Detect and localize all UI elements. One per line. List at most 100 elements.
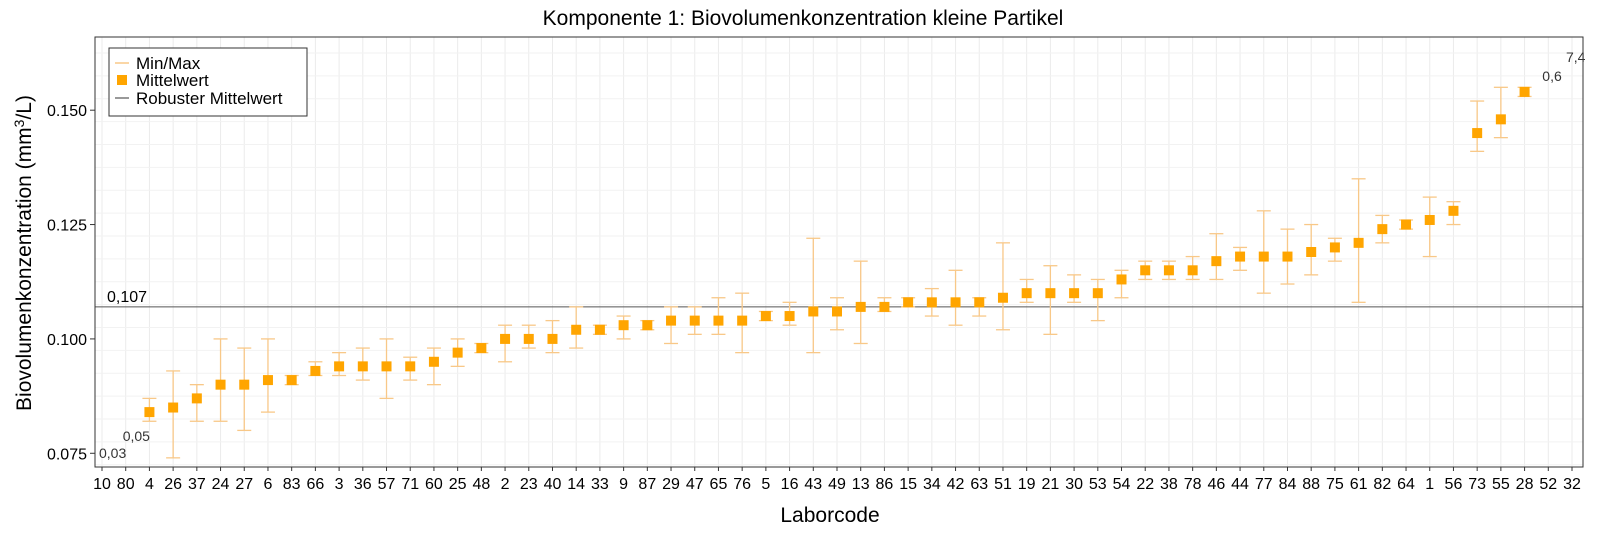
- mean-marker: [903, 297, 914, 308]
- mean-marker: [405, 361, 416, 372]
- mean-marker: [1187, 265, 1198, 276]
- x-tick-label: 71: [401, 476, 419, 493]
- x-tick-label: 49: [828, 476, 846, 493]
- x-tick-label: 4: [145, 476, 154, 493]
- mean-marker: [1329, 242, 1340, 253]
- x-tick-label: 34: [923, 476, 941, 493]
- reference-line-label: 0,107: [107, 289, 147, 306]
- mean-marker: [357, 361, 368, 372]
- mean-marker: [1258, 251, 1269, 262]
- mean-marker: [310, 365, 321, 376]
- mean-marker: [1519, 86, 1530, 97]
- x-tick-label: 60: [425, 476, 443, 493]
- mean-marker: [1140, 265, 1151, 276]
- x-tick-label: 83: [283, 476, 301, 493]
- x-tick-label: 61: [1350, 476, 1368, 493]
- legend-label: Mittelwert: [136, 71, 209, 90]
- mean-marker: [547, 333, 558, 344]
- offscale-label: 0,03: [99, 445, 126, 461]
- mean-marker: [1353, 237, 1364, 248]
- mean-marker: [997, 292, 1008, 303]
- y-axis-title-base: Biovolumenkonzentration (mm: [13, 127, 36, 411]
- x-tick-label: 16: [781, 476, 799, 493]
- mean-marker: [950, 297, 961, 308]
- mean-marker: [1472, 128, 1483, 139]
- mean-marker: [832, 306, 842, 317]
- mean-marker: [974, 297, 985, 308]
- x-tick-label: 87: [638, 476, 656, 493]
- mean-marker: [1211, 256, 1222, 267]
- mean-marker: [1282, 251, 1293, 262]
- x-tick-label: 51: [994, 476, 1012, 493]
- x-tick-label: 82: [1373, 476, 1391, 493]
- mean-marker: [760, 311, 771, 322]
- x-tick-label: 54: [1113, 476, 1131, 493]
- mean-marker: [1163, 265, 1174, 276]
- mean-marker: [926, 297, 937, 308]
- chart-title: Komponente 1: Biovolumenkonzentration kl…: [543, 7, 1064, 30]
- x-axis-title: Laborcode: [780, 504, 879, 527]
- mean-marker: [262, 375, 273, 386]
- x-tick-label: 24: [212, 476, 230, 493]
- x-tick-label: 1: [1425, 476, 1434, 493]
- x-tick-label: 37: [188, 476, 206, 493]
- x-tick-label: 25: [449, 476, 467, 493]
- legend-key-marker: [117, 75, 127, 85]
- mean-marker: [381, 361, 392, 372]
- x-tick-label: 26: [164, 476, 182, 493]
- x-tick-label: 48: [472, 476, 490, 493]
- mean-marker: [1235, 251, 1246, 262]
- mean-marker: [334, 361, 345, 372]
- y-axis-title-sup: 3: [11, 119, 27, 127]
- y-tick-label: 0.125: [47, 218, 87, 235]
- mean-marker: [1495, 114, 1506, 125]
- mean-marker: [1045, 288, 1056, 299]
- x-tick-label: 47: [686, 476, 704, 493]
- mean-marker: [215, 379, 226, 390]
- x-tick-label: 42: [947, 476, 965, 493]
- x-tick-label: 73: [1468, 476, 1486, 493]
- y-tick-label: 0.075: [47, 446, 87, 463]
- mean-marker: [1069, 288, 1080, 299]
- mean-marker: [737, 315, 748, 326]
- mean-marker: [618, 320, 629, 331]
- x-tick-label: 29: [662, 476, 680, 493]
- mean-markers: [144, 86, 1530, 418]
- x-tick-label: 19: [1018, 476, 1036, 493]
- x-tick-label: 55: [1492, 476, 1510, 493]
- x-tick-label: 80: [117, 476, 135, 493]
- x-tick-label: 44: [1231, 476, 1249, 493]
- x-tick-label: 57: [378, 476, 396, 493]
- x-tick-label: 38: [1160, 476, 1178, 493]
- mean-marker: [523, 333, 534, 344]
- offscale-labels: 0,030,05 0,67,4: [99, 49, 1586, 461]
- x-tick-label: 2: [501, 476, 510, 493]
- x-tick-label: 53: [1089, 476, 1107, 493]
- x-tick-label: 3: [335, 476, 344, 493]
- mean-marker: [571, 324, 582, 335]
- x-tick-label: 65: [710, 476, 728, 493]
- x-tick-label: 40: [544, 476, 562, 493]
- x-tick-label: 43: [804, 476, 822, 493]
- offscale-label: 7,4: [1566, 49, 1586, 65]
- x-tick-label: 66: [306, 476, 324, 493]
- x-tick-label: 76: [733, 476, 751, 493]
- x-tick-label: 27: [235, 476, 253, 493]
- x-tick-label: 32: [1563, 476, 1581, 493]
- y-tick-label: 0.150: [47, 103, 87, 120]
- x-tick-label: 10: [93, 476, 111, 493]
- x-tick-label: 88: [1302, 476, 1320, 493]
- offscale-label: 0,05: [123, 428, 150, 444]
- mean-marker: [1306, 247, 1317, 257]
- x-tick-label: 22: [1136, 476, 1154, 493]
- mean-marker: [594, 324, 605, 335]
- mean-marker: [1021, 288, 1032, 299]
- mean-marker: [144, 407, 155, 418]
- mean-marker: [500, 333, 511, 344]
- legend-label: Min/Max: [136, 54, 201, 73]
- x-tick-label: 75: [1326, 476, 1344, 493]
- x-tick-label: 77: [1255, 476, 1273, 493]
- legend-label: Robuster Mittelwert: [136, 89, 283, 108]
